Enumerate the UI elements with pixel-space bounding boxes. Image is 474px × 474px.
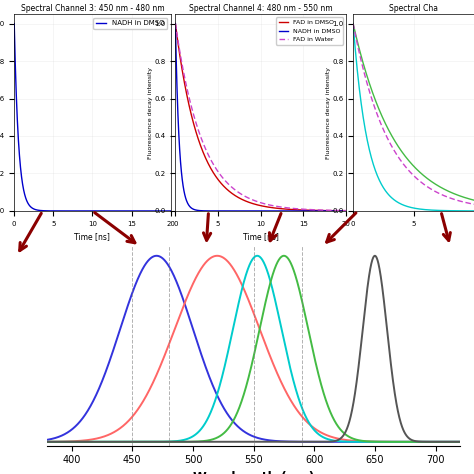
NADH in DMSO xyxy=(11,21,17,27)
X-axis label: Time [ns]: Time [ns] xyxy=(243,232,279,241)
Y-axis label: Fluorescence decay intensity: Fluorescence decay intensity xyxy=(326,66,331,159)
X-axis label: Wavelength (nm): Wavelength (nm) xyxy=(193,471,314,474)
FAD in Water xyxy=(173,21,178,27)
FAD in DMSO xyxy=(301,207,307,213)
Y-axis label: Fluorescence decay intensity: Fluorescence decay intensity xyxy=(148,66,153,159)
FAD in Water xyxy=(286,205,292,211)
NADH in DMSO xyxy=(168,208,173,214)
FAD in Water xyxy=(301,206,307,212)
NADH in DMSO xyxy=(343,208,349,214)
Line: FAD in Water: FAD in Water xyxy=(175,24,346,210)
NADH in DMSO xyxy=(301,208,307,214)
NADH in DMSO xyxy=(203,208,209,214)
Title: Spectral Channel 4: 480 nm - 550 nm: Spectral Channel 4: 480 nm - 550 nm xyxy=(189,4,333,13)
Line: FAD in DMSO: FAD in DMSO xyxy=(175,24,346,211)
NADH in DMSO xyxy=(52,208,57,214)
NADH in DMSO xyxy=(103,208,109,214)
NADH in DMSO xyxy=(217,208,222,214)
Title: Spectral Cha: Spectral Cha xyxy=(389,4,438,13)
Line: NADH in DMSO: NADH in DMSO xyxy=(14,24,171,211)
FAD in DMSO xyxy=(173,21,178,27)
NADH in DMSO xyxy=(39,208,45,213)
FAD in DMSO xyxy=(217,178,222,184)
X-axis label: Time [ns]: Time [ns] xyxy=(74,232,110,241)
Legend: FAD in DMSO, NADH in DMSO, FAD in Water: FAD in DMSO, NADH in DMSO, FAD in Water xyxy=(276,18,343,45)
Line: NADH in DMSO: NADH in DMSO xyxy=(175,24,346,211)
NADH in DMSO xyxy=(273,208,279,214)
Legend: NADH in DMSO: NADH in DMSO xyxy=(93,18,167,29)
FAD in DMSO xyxy=(203,155,209,161)
FAD in Water xyxy=(273,203,279,209)
FAD in Water xyxy=(203,146,209,152)
NADH in DMSO xyxy=(116,208,121,214)
NADH in DMSO xyxy=(129,208,135,214)
FAD in Water xyxy=(217,171,222,176)
FAD in DMSO xyxy=(273,205,279,211)
FAD in DMSO xyxy=(250,201,255,206)
FAD in Water xyxy=(250,197,255,203)
NADH in DMSO xyxy=(250,208,255,214)
FAD in DMSO xyxy=(286,207,292,212)
Title: Spectral Channel 3: 450 nm - 480 nm: Spectral Channel 3: 450 nm - 480 nm xyxy=(20,4,164,13)
FAD in Water xyxy=(343,208,349,213)
NADH in DMSO xyxy=(286,208,292,214)
NADH in DMSO xyxy=(82,208,88,214)
FAD in DMSO xyxy=(343,208,349,214)
NADH in DMSO xyxy=(173,21,178,27)
